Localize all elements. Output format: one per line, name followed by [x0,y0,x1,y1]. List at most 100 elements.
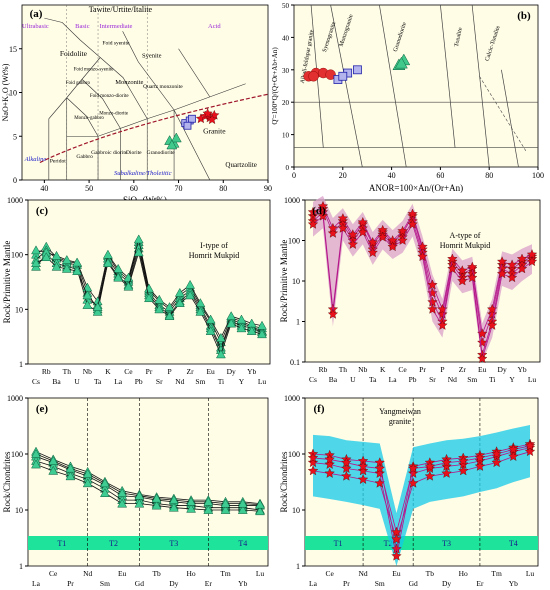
star-marker [427,279,438,290]
tetrad-label: T4 [509,539,518,548]
star-marker [341,457,352,468]
y-tick-label: 100 [11,450,23,459]
y-axis-label: Rock/Primitive Mantle [279,240,289,323]
triangle-marker [394,56,408,69]
field-boundary [471,4,490,168]
star-marker [457,275,468,286]
triangle-marker [154,294,165,304]
triangle-marker [65,463,76,473]
field-label: Foid syenite [102,40,130,46]
y-tick-label: 100 [288,450,300,459]
field-label: Quartzolite [225,161,257,169]
triangle-marker [48,465,59,475]
field-label: Foid monzo-syenite [74,68,115,73]
star-marker [437,303,448,314]
square-marker [353,65,362,75]
triangle-marker [151,500,162,510]
circle-marker [308,71,319,82]
x-tick-label: Ta [94,377,102,386]
panel-f-ree-diagram: T1 T2 T3 T4 1 10 100 1000 La Ce Pr Nd Sm Eu Gd Tb Dy Ho Er… [279,394,539,588]
x-tick-label: Yb [517,365,526,374]
star-marker [341,470,352,481]
triangle-marker [205,314,216,324]
triangle-marker [164,311,175,321]
x-tick-label: 0 [292,171,296,180]
x-tick-label: Eu [392,569,401,578]
y-tick-label: 50 [282,2,290,10]
y-tick-label: 10 [292,506,300,515]
triangle-marker [48,455,59,465]
star-marker [357,474,369,484]
x-tick-label: Y [239,377,245,386]
square-marker [338,71,348,81]
star-marker [441,457,452,468]
tetrad-label: T3 [442,539,451,548]
x-tick-label: Ce [398,365,407,374]
star-marker [374,463,385,473]
x-tick-label: Ce [124,367,133,376]
field-label: Gabbro [76,154,93,160]
field-label: Quartz monzonite [143,84,183,90]
x-tick-label: K [380,365,386,374]
star-marker [516,263,528,274]
star-marker [307,465,319,476]
tetrad-label: T3 [169,539,178,548]
x-tick-label: Er [476,579,484,588]
field-label: Diorite [126,150,142,156]
x-tick-label: Cs [32,377,40,386]
star-marker [487,320,498,330]
triangle-marker [185,290,196,300]
triangle-marker [174,287,185,297]
x-tick-label: Tm [220,569,231,578]
panel-b-qanor-diagram: Alkali-feldspar granite Syenogranite Monzo… [271,2,544,193]
triangle-marker [82,299,93,309]
star-marker [417,251,428,262]
star-marker [391,550,402,561]
star-marker [357,465,369,476]
triangle-marker [151,493,162,503]
field-label: Monzo-gabbro [74,116,104,121]
star-marker [447,253,458,264]
field-label: Monzo-diorite [99,111,129,116]
triangle-marker [195,298,206,307]
triangle-marker [31,258,41,267]
y-tick-label: 5 [13,132,17,141]
triangle-marker [134,490,145,500]
x-tick-label: Lu [526,569,535,578]
star-marker [337,213,348,223]
triangle-marker [82,290,93,300]
y-tick-label: 100 [288,237,300,246]
star-marker [524,446,536,457]
triangle-marker [174,298,185,307]
x-tick-label: P [440,365,444,374]
star-marker [407,208,418,219]
field-boundary [100,57,148,119]
series-line [312,445,531,534]
star-marker [491,457,502,468]
x-tick-label: Cs [309,375,317,384]
x-tick-label: 60 [436,171,444,180]
field-boundary [330,4,363,168]
y-tick-label: 10 [15,305,23,314]
field-boundary [501,69,519,168]
x-tick-label: 70 [175,184,183,193]
y-tick-label: 10 [15,506,23,515]
x-tick-label: Lu [258,377,267,386]
star-marker [491,448,502,459]
star-marker [424,470,435,481]
triangle-marker [195,306,206,316]
y-tick-label: 1000 [7,394,23,403]
plot-area [21,4,269,181]
triangle-marker [168,495,179,504]
x-tick-label: Eu [478,365,487,374]
x-tick-label: 80 [485,171,493,180]
x-tick-label: Dy [169,579,178,588]
triangle-marker [237,504,248,514]
x-tick-label: Sm [195,377,205,386]
circle-marker [325,69,336,80]
y-tick-label: 1 [19,562,23,571]
annotation: granite [389,417,412,426]
star-marker [324,459,335,469]
